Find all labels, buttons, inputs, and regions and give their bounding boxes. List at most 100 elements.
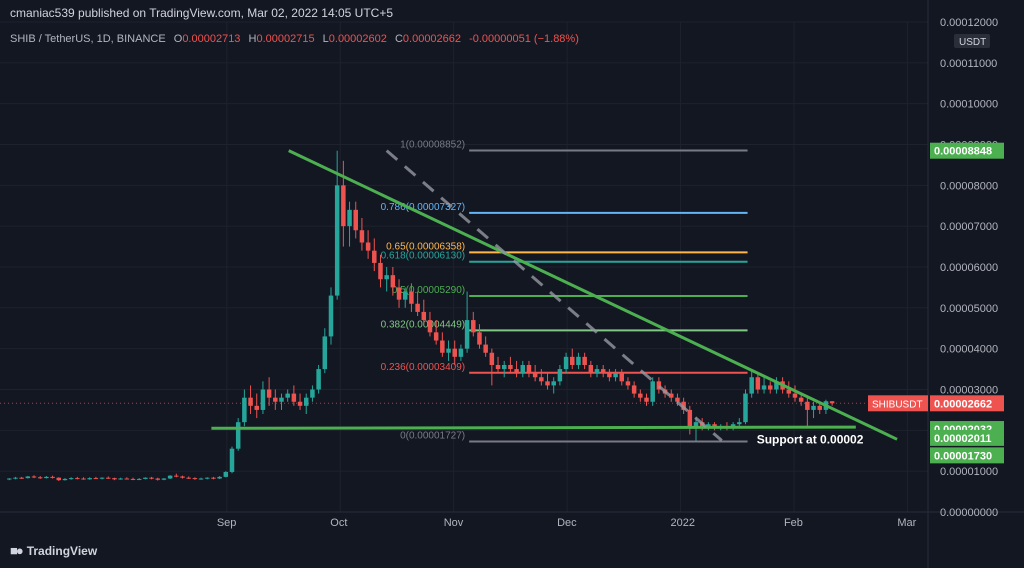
candle-body[interactable] — [99, 477, 105, 479]
candle-body[interactable] — [192, 478, 198, 480]
candle-body[interactable] — [576, 356, 581, 365]
candle-body[interactable] — [50, 476, 55, 478]
candle-body[interactable] — [316, 369, 321, 390]
candle-body[interactable] — [625, 381, 631, 386]
candle-body[interactable] — [669, 393, 674, 398]
candle-body[interactable] — [471, 320, 476, 333]
candle-body[interactable] — [155, 478, 161, 480]
candle-body[interactable] — [198, 478, 204, 480]
candle-body[interactable] — [341, 185, 346, 227]
candle-body[interactable] — [7, 478, 12, 480]
candle-body[interactable] — [186, 477, 191, 479]
candle-body[interactable] — [458, 348, 464, 357]
candle-body[interactable] — [254, 405, 259, 410]
candle-body[interactable] — [242, 397, 247, 423]
candle-body[interactable] — [37, 477, 43, 479]
candle-body[interactable] — [260, 389, 266, 410]
candle-body[interactable] — [706, 424, 711, 427]
candle-body[interactable] — [402, 291, 408, 300]
candle-body[interactable] — [539, 377, 544, 382]
trendline-support[interactable] — [211, 425, 856, 430]
brand-name[interactable]: TradingView — [26, 543, 98, 558]
candle-body[interactable] — [248, 397, 253, 406]
candle-body[interactable] — [613, 373, 618, 378]
candle-body[interactable] — [656, 381, 662, 390]
candle-body[interactable] — [761, 385, 767, 390]
candle-body[interactable] — [489, 352, 495, 365]
candle-body[interactable] — [650, 381, 655, 402]
candle-body[interactable] — [675, 397, 680, 402]
candle-body[interactable] — [421, 311, 427, 321]
candle-body[interactable] — [774, 381, 779, 390]
candle-body[interactable] — [644, 397, 649, 402]
candle-body[interactable] — [563, 356, 569, 370]
candle-body[interactable] — [526, 365, 532, 374]
candle-body[interactable] — [25, 476, 31, 479]
candle-body[interactable] — [588, 365, 594, 374]
trendline-fib-diagonal[interactable] — [385, 149, 723, 442]
tradingview-logo-icon[interactable]: ■● — [10, 543, 24, 558]
candle-body[interactable] — [687, 409, 693, 427]
candle-body[interactable] — [334, 185, 340, 296]
candle-body[interactable] — [106, 477, 111, 479]
candle-body[interactable] — [508, 365, 513, 370]
candle-body[interactable] — [285, 393, 290, 398]
candle-body[interactable] — [594, 369, 600, 374]
candle-body[interactable] — [322, 336, 328, 370]
candle-body[interactable] — [365, 242, 371, 251]
candle-body[interactable] — [279, 397, 284, 402]
candle-body[interactable] — [359, 230, 365, 243]
candle-body[interactable] — [693, 422, 699, 427]
candle-body[interactable] — [749, 377, 754, 394]
candle-body[interactable] — [136, 478, 142, 480]
candle-body[interactable] — [551, 381, 556, 386]
candle-body[interactable] — [737, 422, 742, 425]
candle-body[interactable] — [118, 478, 123, 480]
candle-body[interactable] — [638, 393, 643, 398]
candle-body[interactable] — [303, 397, 309, 406]
candle-body[interactable] — [19, 477, 24, 479]
candle-body[interactable] — [44, 476, 49, 479]
candle-body[interactable] — [792, 393, 798, 398]
candle-body[interactable] — [353, 209, 358, 231]
candle-body[interactable] — [817, 405, 822, 410]
candle-body[interactable] — [805, 401, 810, 410]
candle-body[interactable] — [291, 393, 297, 402]
candle-body[interactable] — [205, 477, 210, 479]
candle-body[interactable] — [211, 477, 216, 479]
candle-body[interactable] — [767, 385, 773, 390]
candle-body[interactable] — [415, 303, 420, 312]
candle-body[interactable] — [161, 478, 167, 480]
candle-body[interactable] — [755, 377, 761, 390]
candle-body[interactable] — [600, 369, 606, 374]
candle-body[interactable] — [464, 320, 470, 349]
candle-body[interactable] — [545, 381, 550, 386]
candle-body[interactable] — [786, 389, 792, 394]
candle-body[interactable] — [495, 365, 501, 370]
candle-body[interactable] — [743, 393, 748, 423]
candle-body[interactable] — [223, 471, 229, 477]
candle-body[interactable] — [483, 344, 488, 353]
candle-body[interactable] — [297, 401, 303, 406]
candle-body[interactable] — [390, 275, 396, 288]
candle-body[interactable] — [557, 369, 563, 382]
candle-body[interactable] — [446, 348, 451, 353]
candle-body[interactable] — [440, 340, 445, 353]
symbol-label[interactable]: SHIB / TetherUS, 1D, BINANCE — [10, 33, 166, 45]
candle-body[interactable] — [452, 348, 457, 357]
candle-body[interactable] — [13, 477, 18, 479]
candle-body[interactable] — [56, 477, 62, 481]
candle-body[interactable] — [217, 476, 222, 479]
candle-body[interactable] — [409, 291, 414, 304]
candle-body[interactable] — [62, 478, 68, 481]
candle-body[interactable] — [68, 478, 74, 480]
candle-body[interactable] — [81, 478, 86, 480]
candle-body[interactable] — [124, 478, 130, 480]
candle-body[interactable] — [310, 389, 315, 398]
candle-body[interactable] — [631, 385, 637, 394]
candle-body[interactable] — [396, 287, 402, 300]
trendline-resistance[interactable] — [288, 149, 898, 441]
candle-body[interactable] — [811, 405, 816, 410]
candle-body[interactable] — [266, 389, 272, 398]
